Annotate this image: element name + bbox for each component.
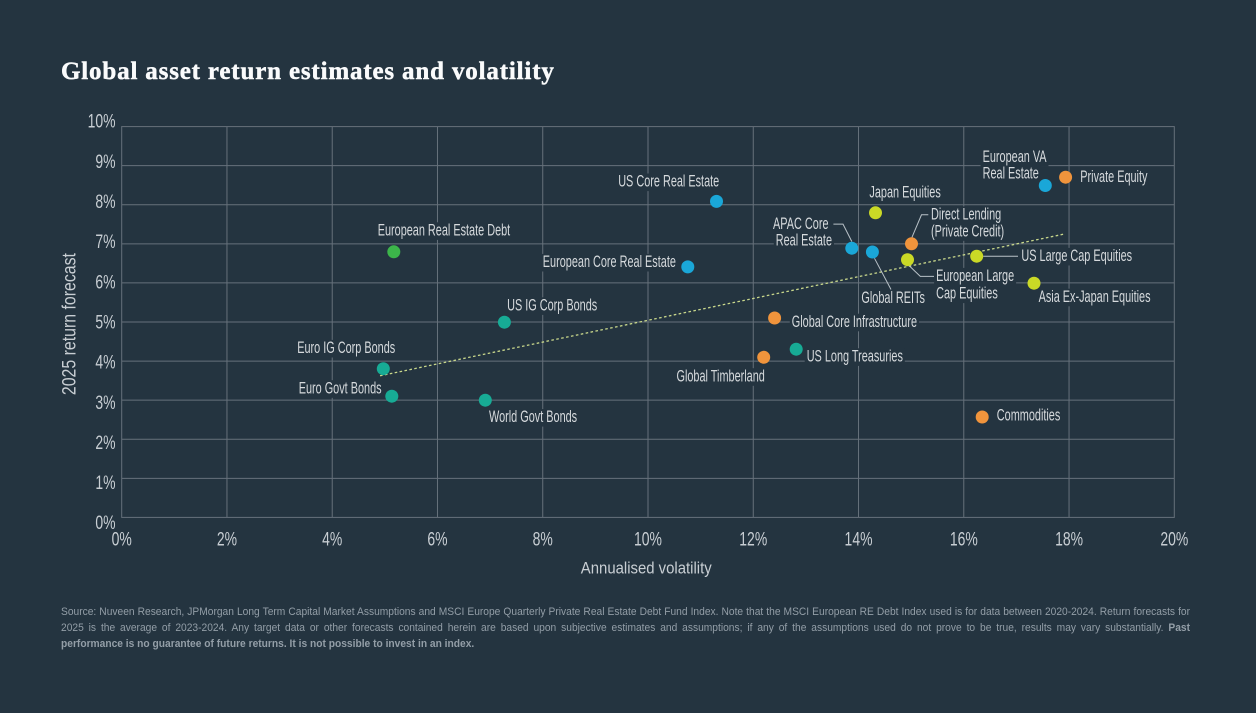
svg-text:Global Timberland: Global Timberland [677, 367, 765, 385]
svg-text:Annualised volatility: Annualised volatility [581, 560, 712, 578]
svg-text:Japan Equities: Japan Equities [869, 183, 940, 201]
svg-text:Asia Ex-Japan Equities: Asia Ex-Japan Equities [1039, 288, 1151, 306]
svg-text:0%: 0% [95, 512, 115, 534]
svg-text:Euro Govt Bonds: Euro Govt Bonds [299, 379, 382, 397]
svg-text:US Large Cap Equities: US Large Cap Equities [1021, 247, 1132, 265]
svg-text:Cap Equities: Cap Equities [936, 285, 998, 303]
svg-text:2%: 2% [95, 432, 115, 454]
svg-text:2025 return forecast: 2025 return forecast [58, 253, 80, 395]
svg-text:Real Estate: Real Estate [776, 232, 833, 250]
svg-text:12%: 12% [739, 528, 767, 550]
svg-text:Direct Lending: Direct Lending [931, 206, 1001, 224]
svg-text:1%: 1% [95, 472, 115, 494]
svg-text:5%: 5% [95, 311, 115, 333]
svg-text:0%: 0% [112, 528, 132, 550]
svg-text:2%: 2% [217, 528, 237, 550]
svg-text:14%: 14% [845, 528, 873, 550]
svg-text:6%: 6% [427, 528, 447, 550]
svg-text:4%: 4% [95, 352, 115, 374]
svg-text:European Core Real Estate: European Core Real Estate [543, 253, 676, 271]
svg-text:US IG Corp Bonds: US IG Corp Bonds [507, 296, 597, 314]
svg-text:European Real Estate Debt: European Real Estate Debt [378, 221, 511, 239]
svg-text:European Large: European Large [936, 267, 1014, 285]
svg-text:Commodities: Commodities [997, 406, 1061, 424]
svg-text:7%: 7% [95, 231, 115, 253]
svg-text:Real Estate: Real Estate [983, 164, 1040, 182]
svg-text:18%: 18% [1055, 528, 1083, 550]
svg-text:Private Equity: Private Equity [1080, 168, 1147, 186]
svg-text:Global REITs: Global REITs [861, 289, 925, 307]
svg-text:US Core Real Estate: US Core Real Estate [618, 173, 719, 191]
svg-text:Global Core Infrastructure: Global Core Infrastructure [792, 313, 917, 331]
svg-text:10%: 10% [634, 528, 662, 550]
svg-text:6%: 6% [95, 271, 115, 293]
svg-text:Euro IG Corp Bonds: Euro IG Corp Bonds [297, 339, 395, 357]
svg-text:US Long Treasuries: US Long Treasuries [807, 347, 903, 365]
svg-text:9%: 9% [95, 151, 115, 173]
svg-text:(Private Credit): (Private Credit) [931, 222, 1004, 240]
svg-text:4%: 4% [322, 528, 342, 550]
svg-text:APAC Core: APAC Core [773, 215, 829, 233]
svg-text:8%: 8% [95, 191, 115, 213]
svg-text:16%: 16% [950, 528, 978, 550]
svg-text:8%: 8% [533, 528, 553, 550]
svg-text:20%: 20% [1160, 528, 1188, 550]
svg-text:European VA: European VA [983, 148, 1048, 166]
svg-text:World Govt Bonds: World Govt Bonds [489, 408, 577, 426]
svg-text:Global asset return estimates: Global asset return estimates and volati… [61, 58, 555, 85]
svg-text:3%: 3% [95, 392, 115, 414]
svg-text:10%: 10% [88, 111, 116, 133]
